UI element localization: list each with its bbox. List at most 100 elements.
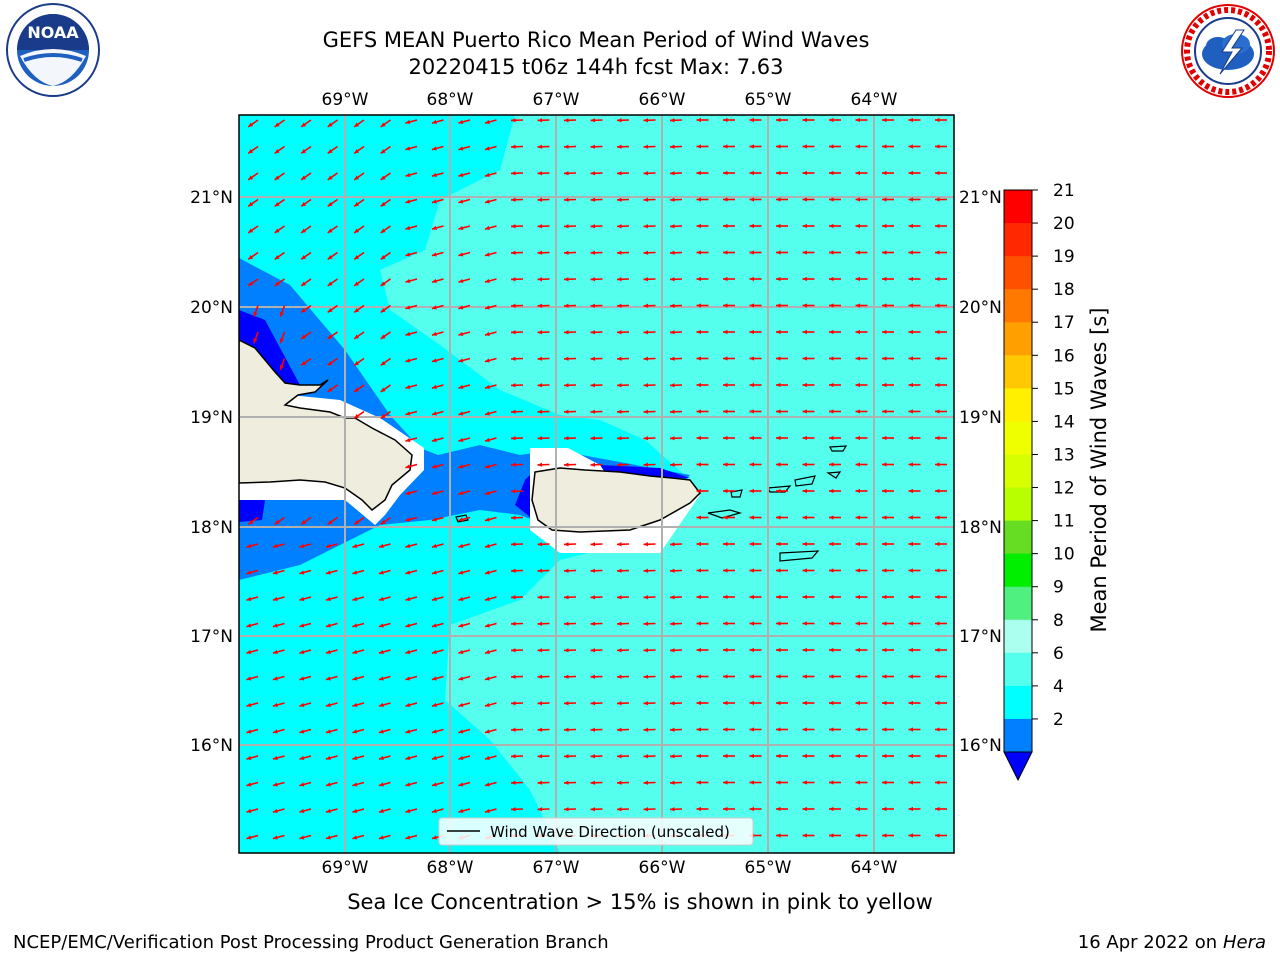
wave-vector-head (380, 520, 386, 525)
wave-vector-head (325, 702, 331, 708)
wave-vector-head (882, 700, 887, 706)
wave-vector-head (723, 621, 728, 626)
wave-vector-head (537, 383, 543, 388)
wave-vector-head (564, 303, 569, 308)
wave-vector-head (458, 146, 464, 151)
wave-vector-head (855, 117, 861, 123)
wave-vector-head (829, 806, 834, 812)
wave-vector-head (802, 409, 808, 414)
wave-vector-head (829, 568, 834, 573)
wave-vector-head (380, 149, 386, 154)
colorbar-tick-label: 2 (1053, 710, 1064, 730)
wave-vector-head (279, 338, 284, 344)
footer-host: Hera (1222, 932, 1266, 953)
wave-vector-head (723, 144, 728, 149)
wave-vector-head (511, 277, 516, 282)
wave-vector-head (272, 676, 278, 681)
wave-vector-head (617, 436, 622, 441)
wave-vector-head (458, 411, 464, 416)
wave-vector-head (935, 833, 940, 838)
wave-vector-head (564, 754, 569, 759)
colorbar-segment (1004, 619, 1032, 654)
wave-vector-head (537, 807, 543, 812)
wave-vector-head (617, 330, 622, 335)
wave-vector-head (511, 118, 516, 123)
wave-vector-head (776, 329, 781, 335)
wave-vector-head (405, 464, 411, 469)
island-tortola (794, 475, 816, 487)
wave-vector-head (458, 437, 464, 443)
wave-vector-head (354, 175, 360, 180)
wave-vector-head (723, 806, 728, 812)
wave-vector-head (248, 281, 254, 286)
wave-vector-head (354, 387, 360, 392)
wave-vector-head (431, 305, 437, 310)
wave-vector-head (458, 331, 464, 337)
wave-vector-head (327, 520, 333, 525)
wave-vector-head (723, 462, 728, 467)
wave-vector-head (274, 175, 280, 180)
wave-vector-head (458, 570, 464, 575)
wave-vector-head (802, 144, 808, 149)
wave-vector-head (431, 146, 437, 151)
wave-vector-head (643, 780, 649, 785)
wave-vector-head (511, 621, 516, 626)
wave-vector-head (723, 435, 728, 441)
wave-vector-head (564, 409, 569, 414)
wave-vector-head (882, 541, 887, 547)
wave-vector-head (246, 543, 252, 549)
wave-vector-head (935, 462, 940, 467)
wave-vector-head (327, 149, 333, 154)
wave-vector-head (431, 358, 437, 363)
wave-vector-head (405, 782, 411, 787)
wave-vector-head (617, 807, 622, 812)
wave-vector-head (564, 171, 569, 176)
wave-vector-head (354, 122, 360, 127)
wave-vector-head (590, 409, 596, 414)
wave-vector-head (405, 199, 411, 204)
wave-vector-head (802, 382, 808, 388)
wave-vector-head (908, 621, 914, 626)
colorbar-segment (1004, 685, 1032, 720)
wave-vector-head (537, 462, 543, 467)
wave-vector-head (776, 223, 781, 229)
wave-vector-head (882, 382, 887, 388)
wave-vector-head (723, 276, 728, 282)
wave-vector-head (855, 170, 861, 176)
svg-text:NOAA: NOAA (27, 23, 79, 42)
lat-label-right: 19°N (959, 408, 1002, 428)
wave-vector-head (829, 674, 834, 679)
wave-vector-head (537, 780, 543, 785)
wave-vector-head (248, 122, 254, 127)
wave-vector-head (776, 382, 781, 388)
island-st-croix (779, 550, 820, 562)
wave-vector-head (882, 833, 887, 838)
wave-vector-head (643, 303, 649, 308)
wave-vector-head (327, 334, 333, 339)
wave-vector-head (564, 436, 569, 441)
wave-vector-head (590, 727, 596, 732)
wave-vector-head (643, 144, 649, 149)
wave-vector-head (378, 808, 384, 814)
lat-label-right: 20°N (959, 298, 1002, 318)
wave-vector-head (458, 252, 464, 257)
wave-vector-head (643, 118, 649, 123)
wave-vector-head (802, 276, 808, 282)
wave-vector-head (776, 594, 781, 600)
wave-vector-head (458, 358, 464, 363)
wave-vector-head (723, 223, 728, 229)
wave-vector-head (829, 329, 834, 335)
wave-vector-head (246, 676, 252, 681)
wave-vector-head (935, 700, 940, 706)
lon-label-bottom: 64°W (851, 858, 898, 878)
wave-vector-head (378, 729, 384, 734)
colorbar-tick-label: 20 (1053, 214, 1075, 234)
wave-vector-head (908, 250, 914, 255)
wave-vector-head (511, 489, 516, 494)
wave-vector-head (354, 414, 360, 419)
wave-vector-head (564, 356, 569, 361)
wave-vector-head (617, 409, 622, 414)
lon-label-bottom: 69°W (322, 858, 369, 878)
wave-vector-head (511, 515, 516, 520)
lon-label-bottom: 68°W (427, 858, 474, 878)
